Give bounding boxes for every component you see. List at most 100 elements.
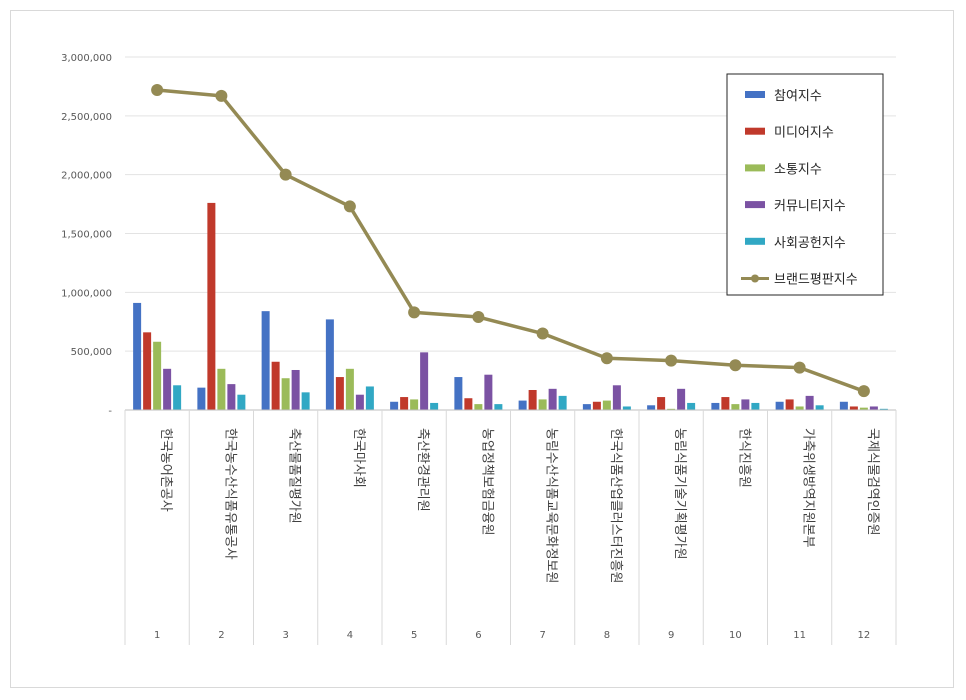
category-index-label: 1 (154, 630, 160, 641)
bar (420, 352, 429, 410)
category-index-label: 11 (793, 630, 806, 641)
bar (454, 377, 463, 410)
bar (291, 369, 300, 410)
y-tick-label: 2,500,000 (61, 112, 112, 123)
category-label: 한국식품산업클러스터진흥원 (608, 428, 623, 583)
bar (494, 404, 503, 410)
bar (741, 399, 750, 410)
y-tick-label: - (108, 406, 112, 417)
legend-swatch (745, 91, 765, 98)
line-point (151, 83, 164, 96)
bar (365, 386, 374, 410)
category-label: 축산환경관리원 (415, 428, 430, 512)
legend-swatch (745, 127, 765, 135)
category-label: 가축위생방역지원본부 (801, 428, 816, 548)
line-point (215, 89, 228, 102)
legend-box (726, 73, 884, 296)
category-index-label: 3 (282, 630, 288, 641)
y-tick-label: 500,000 (71, 347, 112, 358)
category-label: 농업정책보험금융원 (479, 428, 494, 536)
legend-label: 사회공헌지수 (774, 236, 846, 251)
bar (271, 361, 280, 410)
bar (355, 394, 364, 410)
category-label: 국제식물검역인증원 (865, 428, 880, 536)
bar (197, 387, 206, 410)
bar (345, 368, 354, 410)
line-series (156, 88, 865, 393)
bar (647, 405, 656, 410)
line-point (793, 361, 806, 374)
bar (464, 398, 473, 410)
bar (325, 319, 334, 410)
category-index-label: 12 (858, 630, 871, 641)
bar (795, 406, 804, 410)
legend-label: 소통지수 (774, 162, 822, 177)
category-label: 한국마사회 (351, 428, 366, 488)
bar (410, 399, 419, 410)
category-index-label: 5 (411, 630, 417, 641)
line-point (857, 385, 870, 398)
line-point (536, 327, 549, 340)
bar (301, 392, 310, 410)
line-point (729, 359, 742, 372)
bar (805, 395, 814, 410)
bar (582, 404, 591, 410)
bar (775, 401, 784, 410)
category-index-label: 4 (347, 630, 353, 641)
category-index-label: 7 (539, 630, 545, 641)
bar (474, 404, 483, 410)
bar (687, 402, 696, 410)
category-index-label: 8 (604, 630, 610, 641)
bar (548, 388, 557, 410)
legend-swatch (745, 201, 765, 209)
line-point (472, 311, 485, 324)
bar (227, 384, 236, 410)
category-label: 한국농수산식품유통공사 (222, 428, 237, 560)
legend-label: 커뮤니티지수 (774, 199, 846, 214)
legend-label: 참여지수 (774, 89, 822, 104)
category-index-label: 6 (475, 630, 481, 641)
bar (667, 408, 676, 410)
bar (677, 388, 686, 410)
bar (430, 402, 439, 410)
bar (751, 402, 760, 410)
category-label: 한국농어촌공사 (158, 428, 173, 512)
bar (207, 202, 216, 410)
y-tick-label: 1,000,000 (61, 288, 112, 299)
bar (731, 404, 740, 410)
bar (335, 377, 344, 410)
line-point (408, 306, 421, 319)
bar (622, 406, 631, 410)
line-point (343, 200, 356, 213)
line-point (279, 168, 292, 181)
bar (133, 302, 142, 410)
bar (484, 374, 493, 410)
legend-label: 브랜드평판지수 (774, 273, 858, 288)
bar (173, 385, 182, 410)
bar (711, 402, 720, 410)
legend-label: 미디어지수 (774, 126, 834, 141)
y-tick-label: 3,000,000 (61, 53, 112, 64)
bar (281, 378, 290, 410)
bar (163, 368, 172, 410)
bar (657, 397, 666, 410)
category-index-label: 9 (668, 630, 674, 641)
category-label: 한식진흥원 (736, 428, 751, 488)
bar (592, 401, 601, 410)
bar (785, 399, 794, 410)
bars (133, 202, 888, 410)
bar (721, 397, 730, 410)
category-index-label: 2 (218, 630, 224, 641)
bar (143, 332, 152, 410)
category-label: 농림식품기술기획평가원 (672, 428, 687, 560)
category-index-label: 10 (729, 630, 742, 641)
line-point (665, 354, 678, 367)
category-label: 축산물품질평가원 (287, 428, 302, 524)
bar (153, 341, 162, 410)
bar (815, 405, 824, 410)
bar (839, 401, 848, 410)
bar (528, 389, 537, 410)
bar (390, 401, 399, 410)
y-tick-label: 2,000,000 (61, 171, 112, 182)
